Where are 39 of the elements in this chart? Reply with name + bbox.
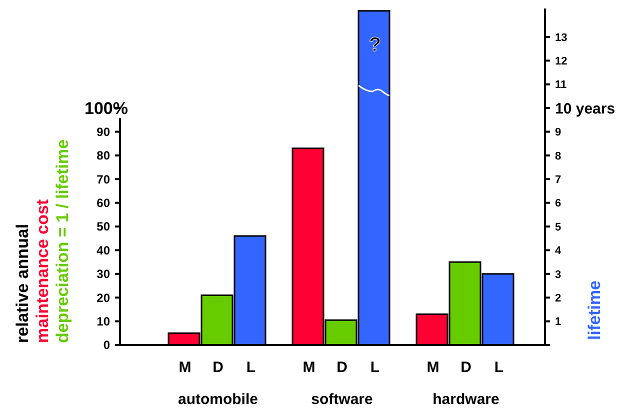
y-tick-label: 100% — [84, 98, 128, 118]
y2-tick-label: 1 — [555, 316, 562, 328]
y2-tick-label: 4 — [555, 245, 562, 258]
y-tick-label: 90 — [96, 124, 110, 139]
y-tick-label: 10 — [96, 314, 110, 329]
text: software — [311, 391, 373, 408]
x-tick-label: M — [178, 359, 192, 376]
y2-tick-label: 7 — [555, 174, 562, 186]
y2-tick-label: 11 — [555, 79, 567, 92]
y-tick-label: 70 — [96, 172, 110, 186]
y-tick-label: 30 — [96, 267, 110, 282]
x-tick-label: D — [460, 359, 472, 376]
annotation: ? — [368, 34, 382, 56]
y2-tick-label: 9 — [555, 126, 562, 139]
y-tick-label: 60 — [96, 196, 110, 210]
x-tick-label: D — [212, 359, 224, 376]
y2-tick-label: 6 — [555, 198, 562, 210]
y2-axis-title: lifetime — [585, 280, 604, 340]
y2-tick-label: 5 — [555, 221, 562, 234]
y2-tick-label: 13 — [555, 32, 568, 44]
x-tick-label: M — [426, 359, 440, 376]
x-tick-label: L — [246, 359, 256, 376]
y2-tick-label: 10 years — [555, 100, 616, 118]
y-axis-title: relative annual maintenance cost depreciation = 1 / lifetime — [13, 139, 72, 343]
y-tick-label: 20 — [96, 290, 110, 305]
y-tick-label: 0 — [103, 338, 110, 352]
x-tick-label: D — [336, 359, 348, 376]
x-tick-label: L — [494, 359, 504, 376]
y2-tick-label: 2 — [555, 292, 562, 304]
y2-tick-label: 12 — [555, 55, 568, 68]
y2-tick-label: 8 — [555, 150, 562, 162]
text: hardware — [432, 391, 500, 408]
text: automobile — [178, 391, 258, 408]
y-tick-label: 50 — [96, 220, 110, 234]
x-tick-label: M — [302, 359, 316, 376]
y-tick-label: 40 — [96, 243, 110, 258]
y2-tick-label: 3 — [555, 268, 562, 281]
x-tick-label: L — [370, 359, 380, 376]
y-tick-label: 80 — [96, 148, 110, 163]
